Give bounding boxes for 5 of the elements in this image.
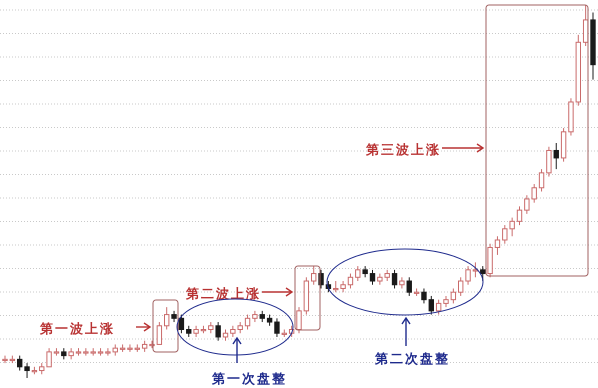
annotation: 第二波上涨: [186, 287, 261, 302]
annotation: 第一波上涨: [40, 322, 115, 337]
annotation: 第一次盘整: [212, 372, 287, 387]
annotation: 第二次盘整: [375, 352, 450, 367]
annotation: 第三波上涨: [366, 143, 441, 158]
